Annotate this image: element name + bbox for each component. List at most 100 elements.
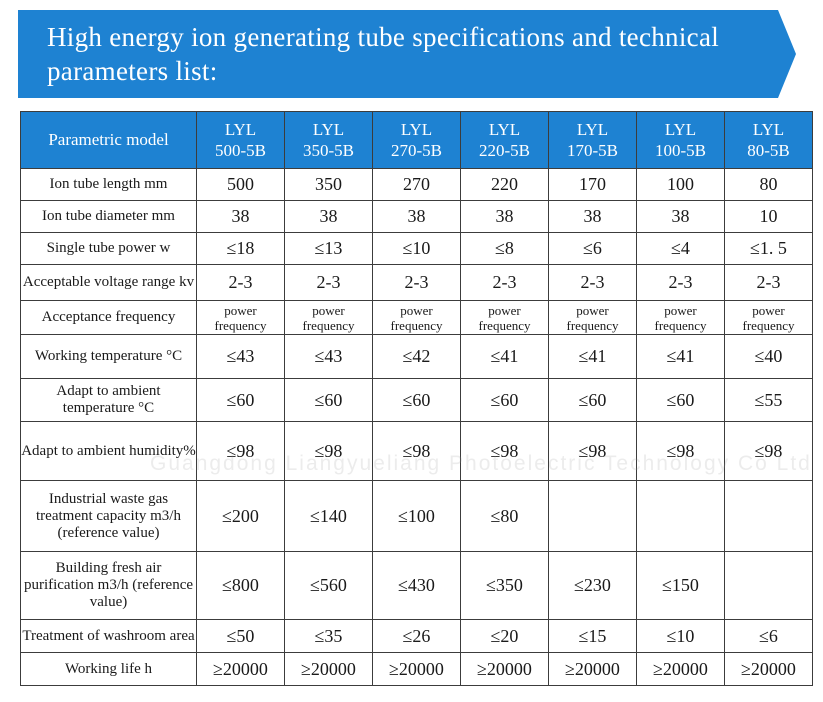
model-header: LYL 270-5B (372, 111, 461, 169)
table-body: Ion tube length mm 500 350 270 220 170 100 80 Io… (20, 168, 813, 686)
row-label: Working life h (20, 652, 197, 686)
model-series: LYL (224, 120, 257, 139)
table-cell: ≤41 (548, 334, 637, 379)
table-cell: 2-3 (460, 264, 549, 301)
table-cell: ≥20000 (460, 652, 549, 686)
model-series: LYL (400, 120, 433, 139)
model-series: LYL (664, 120, 697, 139)
table-cell: ≤80 (460, 480, 549, 552)
row-label: Ion tube length mm (20, 168, 197, 201)
table-cell: 2-3 (636, 264, 725, 301)
table-cell: ≤60 (284, 378, 373, 422)
table-cell: 38 (284, 200, 373, 233)
model-header: LYL 170-5B (548, 111, 637, 169)
table-row: Treatment of washroom area ≤50 ≤35 ≤26 ≤20 ≤1… (20, 619, 813, 653)
table-cell (548, 480, 637, 552)
table-cell: power frequency (724, 300, 813, 335)
table-cell: ≤10 (372, 232, 461, 265)
table-cell: power frequency (372, 300, 461, 335)
header-row: Parametric model LYL 500-5B LYL 350-5B LYL 27… (20, 111, 813, 169)
table-cell: 170 (548, 168, 637, 201)
table-cell: ≤43 (196, 334, 285, 379)
table-cell: 100 (636, 168, 725, 201)
table-cell: 38 (196, 200, 285, 233)
model-header: LYL 80-5B (724, 111, 813, 169)
table-cell: ≤98 (548, 421, 637, 481)
table-cell: ≤350 (460, 551, 549, 620)
table-row: Working temperature °C ≤43 ≤43 ≤42 ≤41 ≤41 ≤41… (20, 334, 813, 379)
table-cell: ≤42 (372, 334, 461, 379)
table-cell: ≤98 (372, 421, 461, 481)
table-cell: ≤43 (284, 334, 373, 379)
table-cell (724, 551, 813, 620)
table-cell: power frequency (196, 300, 285, 335)
table-cell: ≤40 (724, 334, 813, 379)
model-header: LYL 100-5B (636, 111, 725, 169)
table-cell: ≤60 (460, 378, 549, 422)
table-cell: ≤6 (548, 232, 637, 265)
table-cell: ≤50 (196, 619, 285, 653)
row-label: Ion tube diameter mm (20, 200, 197, 233)
model-series: LYL (752, 120, 785, 139)
table-cell: ≥20000 (372, 652, 461, 686)
table-cell: ≥20000 (284, 652, 373, 686)
table-row: Single tube power w ≤18 ≤13 ≤10 ≤8 ≤6 ≤4 ≤1. 5 (20, 232, 813, 265)
row-label: Industrial waste gas treatment capacity … (20, 480, 197, 552)
model-series: LYL (488, 120, 521, 139)
table-row: Acceptable voltage range kv 2-3 2-3 2-3 2-3 2… (20, 264, 813, 301)
corner-label: Parametric model (20, 111, 197, 169)
table-cell: ≤4 (636, 232, 725, 265)
table-cell: power frequency (548, 300, 637, 335)
model-code: 350-5B (303, 141, 354, 160)
model-code: 220-5B (479, 141, 530, 160)
table-cell (724, 480, 813, 552)
model-code: 500-5B (215, 141, 266, 160)
row-label: Acceptance frequency (20, 300, 197, 335)
model-header: LYL 350-5B (284, 111, 373, 169)
row-label: Treatment of washroom area (20, 619, 197, 653)
table-cell: ≤230 (548, 551, 637, 620)
table-cell: 2-3 (196, 264, 285, 301)
table-cell: ≤60 (372, 378, 461, 422)
table-cell: ≤13 (284, 232, 373, 265)
row-label: Adapt to ambient humidity% (20, 421, 197, 481)
table-cell: ≤560 (284, 551, 373, 620)
table-row: Adapt to ambient temperature °C ≤60 ≤60 ≤60… (20, 378, 813, 422)
spec-table: Parametric model LYL 500-5B LYL 350-5B LYL 27… (20, 111, 813, 686)
table-cell: ≤150 (636, 551, 725, 620)
table-cell: ≤200 (196, 480, 285, 552)
table-cell: ≤60 (548, 378, 637, 422)
table-cell: 350 (284, 168, 373, 201)
table-cell: ≤1. 5 (724, 232, 813, 265)
table-cell: ≤98 (460, 421, 549, 481)
table-cell: ≥20000 (724, 652, 813, 686)
table-cell: ≤26 (372, 619, 461, 653)
row-label: Building fresh air purification m3/h (re… (20, 551, 197, 620)
model-code: 170-5B (567, 141, 618, 160)
model-code: 80-5B (747, 141, 790, 160)
table-cell: ≥20000 (548, 652, 637, 686)
table-cell (636, 480, 725, 552)
table-cell: ≤55 (724, 378, 813, 422)
table-cell: 38 (460, 200, 549, 233)
table-cell: 38 (636, 200, 725, 233)
page-title: High energy ion generating tube specific… (47, 22, 720, 86)
table-cell: ≤100 (372, 480, 461, 552)
row-label: Adapt to ambient temperature °C (20, 378, 197, 422)
table-cell: ≤6 (724, 619, 813, 653)
table-cell: ≤18 (196, 232, 285, 265)
model-header: LYL 220-5B (460, 111, 549, 169)
title-banner: High energy ion generating tube specific… (18, 10, 796, 98)
table-row: Ion tube diameter mm 38 38 38 38 38 38 10 (20, 200, 813, 233)
table-cell: ≤98 (724, 421, 813, 481)
table-cell: ≤41 (636, 334, 725, 379)
table-cell: power frequency (636, 300, 725, 335)
table-row: Ion tube length mm 500 350 270 220 170 100 80 (20, 168, 813, 201)
table-row: Acceptance frequency power frequency power… (20, 300, 813, 335)
model-series: LYL (576, 120, 609, 139)
table-cell: 2-3 (724, 264, 813, 301)
row-label: Single tube power w (20, 232, 197, 265)
table-cell: ≤98 (196, 421, 285, 481)
table-cell: 80 (724, 168, 813, 201)
table-cell: power frequency (284, 300, 373, 335)
